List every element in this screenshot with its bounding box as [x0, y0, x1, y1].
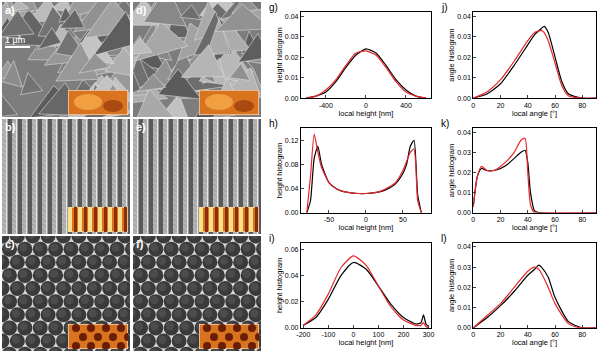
svg-text:a): a): [5, 4, 15, 16]
svg-text:0.08: 0.08: [285, 161, 299, 168]
svg-text:0.00: 0.00: [285, 95, 299, 102]
svg-text:1 µm: 1 µm: [5, 35, 25, 45]
svg-text:-200: -200: [296, 331, 310, 338]
svg-text:angle histogram: angle histogram: [447, 259, 456, 312]
svg-text:0.00: 0.00: [457, 324, 471, 331]
svg-text:40: 40: [524, 102, 532, 109]
svg-text:f): f): [136, 238, 144, 250]
svg-text:0.01: 0.01: [457, 74, 471, 81]
svg-text:0: 0: [364, 102, 368, 109]
svg-text:i): i): [269, 233, 275, 244]
svg-text:80: 80: [578, 102, 586, 109]
svg-text:-50: -50: [324, 216, 334, 223]
svg-text:local height [nm]: local height [nm]: [339, 338, 394, 347]
svg-text:0.02: 0.02: [457, 169, 471, 176]
svg-text:0.03: 0.03: [285, 33, 299, 40]
svg-text:60: 60: [551, 216, 559, 223]
svg-text:0.03: 0.03: [457, 33, 471, 40]
svg-text:40: 40: [524, 216, 532, 223]
svg-text:local angle [°]: local angle [°]: [512, 338, 557, 347]
svg-text:0: 0: [471, 102, 475, 109]
svg-text:angle histogram: angle histogram: [447, 28, 456, 81]
svg-text:0.00: 0.00: [457, 209, 471, 216]
svg-text:0.02: 0.02: [285, 54, 299, 61]
svg-text:0.03: 0.03: [457, 149, 471, 156]
svg-text:0.04: 0.04: [457, 243, 471, 250]
svg-text:k): k): [441, 118, 449, 129]
svg-text:80: 80: [578, 331, 586, 338]
svg-text:400: 400: [400, 102, 412, 109]
svg-text:0: 0: [471, 216, 475, 223]
svg-text:0.12: 0.12: [285, 137, 299, 144]
svg-text:height histogram: height histogram: [275, 258, 284, 313]
svg-text:50: 50: [399, 216, 407, 223]
svg-text:0.04: 0.04: [285, 272, 299, 279]
svg-text:60: 60: [551, 102, 559, 109]
svg-text:0.00: 0.00: [285, 324, 299, 331]
svg-text:0: 0: [471, 331, 475, 338]
svg-text:0.00: 0.00: [285, 209, 299, 216]
svg-text:0.04: 0.04: [457, 13, 471, 20]
svg-text:0.02: 0.02: [457, 54, 471, 61]
svg-text:300: 300: [423, 331, 435, 338]
svg-text:local angle [°]: local angle [°]: [512, 109, 557, 118]
svg-text:0.01: 0.01: [457, 189, 471, 196]
svg-text:20: 20: [497, 331, 505, 338]
svg-text:80: 80: [578, 216, 586, 223]
svg-text:0.04: 0.04: [457, 129, 471, 136]
svg-text:20: 20: [497, 216, 505, 223]
svg-text:0.06: 0.06: [285, 246, 299, 253]
svg-text:local angle [°]: local angle [°]: [512, 223, 557, 232]
svg-text:0.04: 0.04: [285, 13, 299, 20]
svg-text:0.02: 0.02: [285, 298, 299, 305]
svg-text:0.00: 0.00: [457, 95, 471, 102]
svg-text:200: 200: [398, 331, 410, 338]
svg-text:0.04: 0.04: [285, 185, 299, 192]
svg-text:h): h): [269, 118, 278, 129]
svg-text:l): l): [441, 233, 447, 244]
svg-text:height histogram: height histogram: [275, 27, 284, 82]
svg-text:height histogram: height histogram: [275, 143, 284, 198]
svg-text:100: 100: [373, 331, 385, 338]
svg-text:0.01: 0.01: [285, 74, 299, 81]
svg-text:angle histogram: angle histogram: [447, 144, 456, 197]
svg-text:g): g): [269, 2, 278, 13]
svg-text:local height [nm]: local height [nm]: [339, 109, 394, 118]
svg-text:-400: -400: [319, 102, 333, 109]
svg-text:b): b): [5, 121, 16, 133]
svg-text:c): c): [5, 238, 15, 250]
svg-text:e): e): [136, 121, 146, 133]
svg-text:40: 40: [524, 331, 532, 338]
svg-text:0.01: 0.01: [457, 304, 471, 311]
svg-text:j): j): [441, 2, 448, 13]
svg-text:0.02: 0.02: [457, 284, 471, 291]
svg-text:local height [nm]: local height [nm]: [339, 223, 394, 232]
svg-text:d): d): [136, 4, 147, 16]
svg-text:0: 0: [351, 331, 355, 338]
svg-text:-100: -100: [321, 331, 335, 338]
svg-text:0: 0: [364, 216, 368, 223]
svg-text:20: 20: [497, 102, 505, 109]
svg-text:60: 60: [551, 331, 559, 338]
svg-text:0.03: 0.03: [457, 264, 471, 271]
